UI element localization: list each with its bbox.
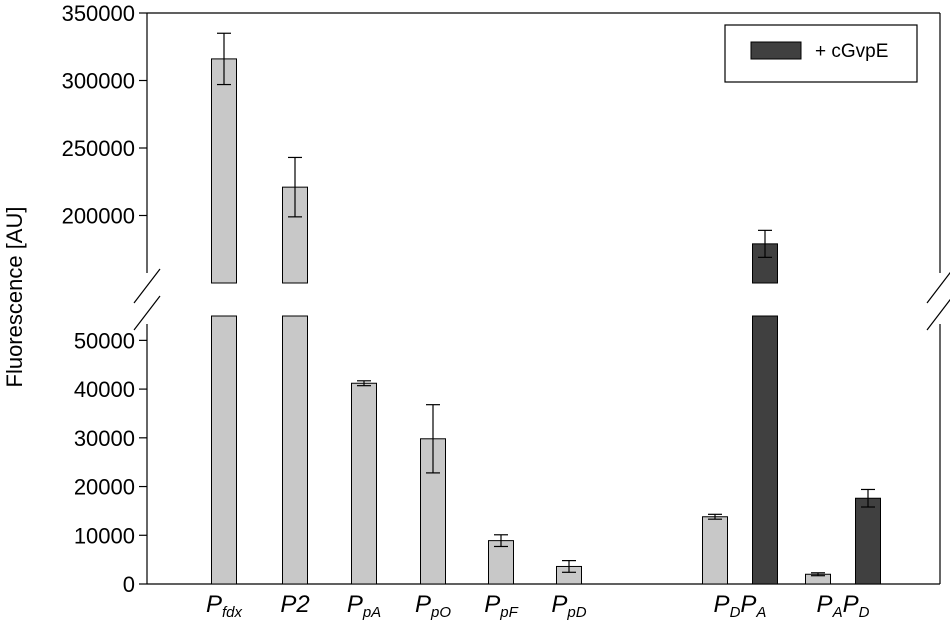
x-category-label: PAPD xyxy=(817,591,870,621)
axis-break-mark xyxy=(133,295,161,331)
legend-swatch-cgvpe xyxy=(750,41,802,60)
x-category-label: PpA xyxy=(347,591,381,621)
x-category-label: PpF xyxy=(484,591,518,621)
y-tick-label: 200000 xyxy=(62,204,135,229)
y-tick-label: 350000 xyxy=(62,1,135,26)
x-category-label: PpO xyxy=(415,591,451,621)
bar-base xyxy=(282,315,308,585)
axis-break-mark xyxy=(926,271,950,304)
x-category-label: PDPA xyxy=(714,591,767,621)
bar-base xyxy=(211,315,237,585)
bar-base-upper xyxy=(211,58,237,284)
y-tick-label: 30000 xyxy=(74,426,135,451)
bar-cgvpe xyxy=(752,315,778,585)
y-tick-label: 300000 xyxy=(62,69,135,94)
x-category-label: Pfdx xyxy=(206,591,243,621)
axis-break-mark xyxy=(133,268,161,304)
bar-base xyxy=(488,540,514,585)
legend-label-cgvpe: + cGvpE xyxy=(815,41,888,62)
y-tick-label: 0 xyxy=(123,572,135,597)
y-tick-label: 10000 xyxy=(74,523,135,548)
bar-cgvpe xyxy=(855,497,881,585)
y-axis-label: Fluorescence [AU] xyxy=(2,207,27,388)
legend: + cGvpE xyxy=(724,24,918,83)
labels: Pfdx P2 PpA PpO PpF PpD PDPA PAPD xyxy=(206,591,870,621)
axes: 0 10000 20000 30000 40000 50000 200000 250000 30… xyxy=(62,1,950,597)
y-tick-label: 50000 xyxy=(74,328,135,353)
x-category-label: PpD xyxy=(551,591,586,621)
y-tick-label: 250000 xyxy=(62,136,135,161)
bars xyxy=(211,32,881,585)
bar-base xyxy=(351,382,377,585)
axis-break-mark xyxy=(926,298,950,331)
y-tick-label: 40000 xyxy=(74,377,135,402)
y-tick-label: 20000 xyxy=(74,475,135,500)
x-category-label: P2 xyxy=(280,591,309,618)
bar-base xyxy=(702,516,728,585)
